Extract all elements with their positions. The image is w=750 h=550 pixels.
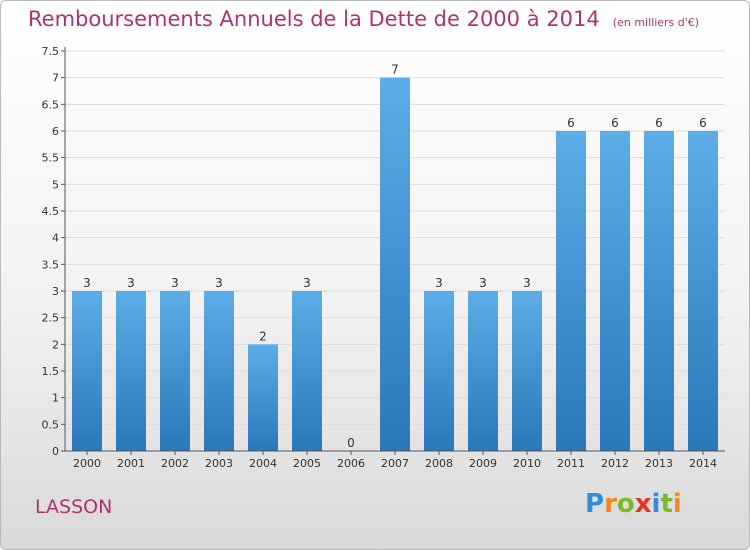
x-tick-label: 2006 (337, 457, 365, 470)
bar (248, 344, 278, 451)
data-label: 3 (171, 276, 179, 290)
data-label: 3 (215, 276, 223, 290)
x-tick-label: 2012 (601, 457, 629, 470)
city-name: LASSON (35, 496, 113, 518)
chart-title-unit: (en milliers d'€) (612, 16, 700, 29)
data-label: 6 (655, 116, 663, 130)
x-tick-label: 2004 (249, 457, 277, 470)
x-tick-label: 2007 (381, 457, 409, 470)
bar (512, 291, 542, 451)
data-label: 3 (83, 276, 91, 290)
data-label: 6 (699, 116, 707, 130)
proxiti-logo[interactable]: Proxiti (585, 489, 682, 519)
bar (116, 291, 146, 451)
y-tick-label: 4.5 (42, 205, 60, 218)
y-tick-label: 1.5 (42, 365, 60, 378)
data-label: 6 (611, 116, 619, 130)
y-tick-label: 7 (52, 72, 59, 85)
bar (688, 131, 718, 451)
bar (600, 131, 630, 451)
x-tick-label: 2003 (205, 457, 233, 470)
data-label: 3 (435, 276, 443, 290)
x-tick-label: 2002 (161, 457, 189, 470)
y-tick-label: 5 (52, 178, 59, 191)
y-tick-label: 2 (52, 338, 59, 351)
logo-letter: i (672, 489, 682, 519)
data-label: 7 (391, 63, 399, 77)
logo-letter: t (660, 489, 673, 519)
y-tick-label: 2.5 (42, 312, 60, 325)
data-label: 3 (479, 276, 487, 290)
bar (556, 131, 586, 451)
x-tick-label: 2000 (73, 457, 101, 470)
bar (644, 131, 674, 451)
logo-letter: P (585, 489, 605, 519)
y-tick-label: 1 (52, 392, 59, 405)
bar (72, 291, 102, 451)
y-tick-label: 5.5 (42, 152, 60, 165)
x-tick-label: 2008 (425, 457, 453, 470)
y-tick-label: 4 (52, 232, 59, 245)
bar (204, 291, 234, 451)
x-tick-label: 2009 (469, 457, 497, 470)
y-tick-label: 7.5 (42, 45, 60, 58)
logo-letter: i (651, 489, 661, 519)
data-label: 6 (567, 116, 575, 130)
x-tick-label: 2001 (117, 457, 145, 470)
x-tick-label: 2010 (513, 457, 541, 470)
y-tick-label: 6 (52, 125, 59, 138)
logo-letter: r (604, 489, 617, 519)
y-tick-label: 3 (52, 285, 59, 298)
x-tick-label: 2014 (689, 457, 717, 470)
data-label: 3 (303, 276, 311, 290)
bar (424, 291, 454, 451)
x-tick-label: 2005 (293, 457, 321, 470)
y-tick-label: 6.5 (42, 98, 60, 111)
x-tick-label: 2013 (645, 457, 673, 470)
bar (380, 77, 410, 452)
chart-title-main: Remboursements Annuels de la Dette de 20… (28, 7, 600, 31)
y-tick-label: 0.5 (42, 418, 60, 431)
logo-letter: o (616, 489, 635, 519)
y-tick-label: 0 (52, 445, 59, 458)
chart-title: Remboursements Annuels de la Dette de 20… (28, 7, 699, 31)
y-tick-label: 3.5 (42, 258, 60, 271)
data-label: 3 (523, 276, 531, 290)
data-label: 2 (259, 329, 267, 343)
x-tick-label: 2011 (557, 457, 585, 470)
logo-letter: x (634, 489, 652, 519)
bar (292, 291, 322, 451)
bar (468, 291, 498, 451)
bar (160, 291, 190, 451)
data-label: 0 (347, 436, 355, 450)
data-label: 3 (127, 276, 135, 290)
